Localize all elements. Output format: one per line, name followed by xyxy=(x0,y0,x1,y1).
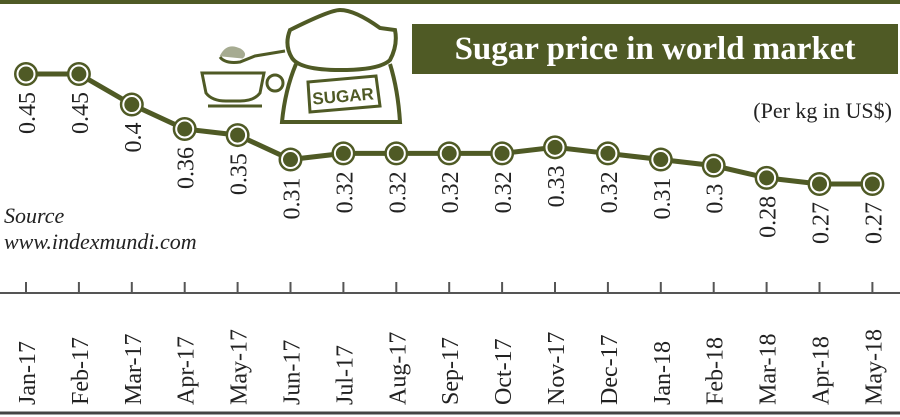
data-label: 0.3 xyxy=(703,184,729,214)
source-url: www.indexmundi.com xyxy=(4,229,197,254)
data-point xyxy=(704,156,724,176)
x-tick-label: Feb-17 xyxy=(68,337,94,405)
x-tick-label: Sep-17 xyxy=(438,337,464,405)
data-label: 0.45 xyxy=(68,92,94,134)
x-tick-label: Oct-17 xyxy=(491,338,517,405)
data-label: 0.27 xyxy=(809,202,835,244)
data-label: 0.32 xyxy=(438,171,464,213)
data-label: 0.45 xyxy=(15,92,41,134)
sugar-bag-icon: SUGAR xyxy=(279,7,403,124)
chart-subtitle: (Per kg in US$) xyxy=(753,98,892,123)
x-tick-label: May-17 xyxy=(227,329,253,405)
data-label: 0.33 xyxy=(544,165,570,207)
data-point xyxy=(651,150,671,170)
chart-title: Sugar price in world market xyxy=(412,24,898,74)
x-tick-label: Apr-17 xyxy=(174,336,200,405)
x-tick-label: Mar-17 xyxy=(121,334,147,406)
x-tick-label: Mar-18 xyxy=(756,334,782,406)
x-tick-label: May-18 xyxy=(861,329,887,405)
x-tick-label: Jan-17 xyxy=(15,341,41,405)
data-point xyxy=(122,95,142,115)
data-point xyxy=(69,64,89,84)
data-point xyxy=(175,119,195,139)
data-point xyxy=(492,143,512,163)
series-line xyxy=(26,71,873,187)
x-tick-label: Jan-18 xyxy=(650,341,676,405)
data-point xyxy=(439,143,459,163)
bag-label: SUGAR xyxy=(312,84,375,108)
x-tick-label: Apr-18 xyxy=(809,336,835,405)
x-tick-label: Dec-17 xyxy=(597,334,623,405)
data-label: 0.32 xyxy=(332,171,358,213)
data-point xyxy=(862,174,882,194)
data-point xyxy=(386,143,406,163)
data-point xyxy=(281,150,300,170)
x-tick-label: Jun-17 xyxy=(280,340,306,405)
data-point xyxy=(333,143,353,163)
x-tick-label: Aug-17 xyxy=(385,332,411,405)
cup-icon xyxy=(200,46,286,108)
data-point xyxy=(757,168,777,188)
x-tick-label: Feb-18 xyxy=(703,337,729,405)
data-label: 0.31 xyxy=(650,178,676,220)
data-label: 0.27 xyxy=(861,202,887,244)
x-tick-label: Nov-17 xyxy=(544,332,570,405)
data-label: 0.36 xyxy=(174,147,200,189)
data-point xyxy=(810,174,829,194)
data-label: 0.35 xyxy=(227,153,253,195)
data-point xyxy=(16,64,36,84)
x-tick-label: Jul-17 xyxy=(332,345,358,405)
data-point xyxy=(228,125,248,145)
data-label: 0.32 xyxy=(597,171,623,213)
data-label: 0.31 xyxy=(280,178,306,220)
data-label: 0.28 xyxy=(756,196,782,238)
data-label: 0.4 xyxy=(121,123,147,153)
data-label: 0.32 xyxy=(491,171,517,213)
source-note: Source www.indexmundi.com xyxy=(4,203,197,255)
data-point xyxy=(598,143,618,163)
data-point xyxy=(545,137,565,157)
data-label: 0.32 xyxy=(385,171,411,213)
top-band xyxy=(0,0,900,4)
source-label: Source xyxy=(4,203,65,228)
